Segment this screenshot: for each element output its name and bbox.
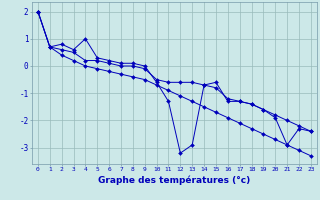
X-axis label: Graphe des températures (°c): Graphe des températures (°c) — [98, 175, 251, 185]
